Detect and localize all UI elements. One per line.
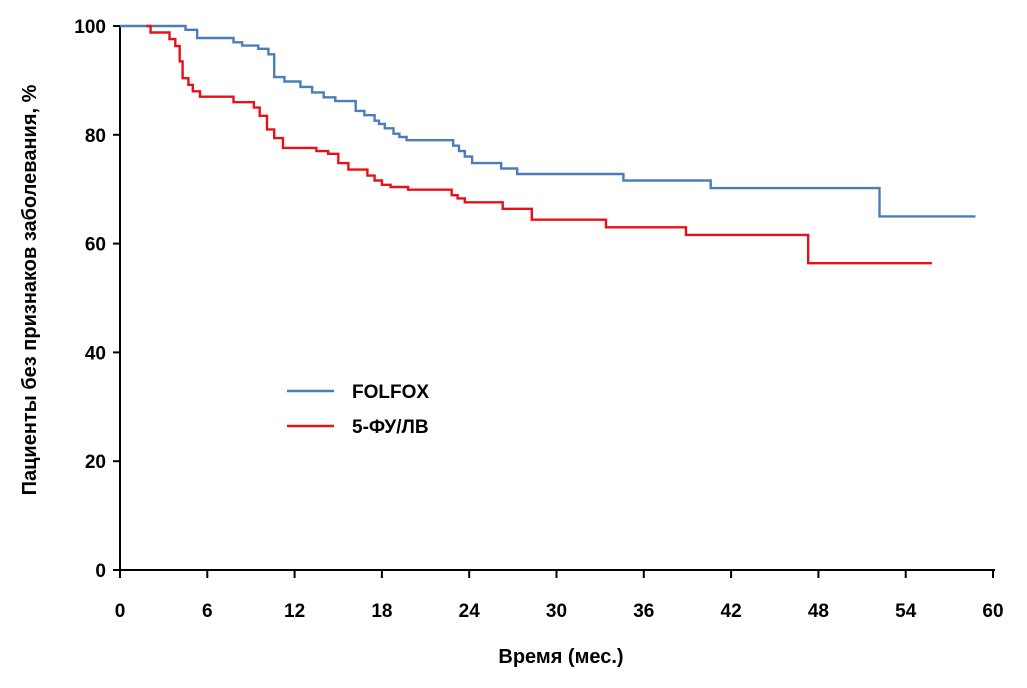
x-tick-label: 36 [633,601,654,622]
x-tick-label: 18 [371,601,392,622]
x-tick-label: 24 [459,601,481,622]
x-tick-label: 48 [808,601,829,622]
x-tick-label: 54 [895,601,917,622]
legend: FOLFOX 5-ФУ/ЛВ [287,382,429,438]
x-tick-label: 12 [284,601,305,622]
y-tick-label: 0 [95,561,106,582]
axes [119,26,995,571]
legend-label-folfox: FOLFOX [352,382,429,403]
x-tick-label: 60 [982,601,1003,622]
series-layer [120,24,976,265]
y-tick-label: 80 [85,126,106,147]
y-axis-title: Пациенты без признаков заболевания, % [19,84,41,495]
y-tick-label: 40 [85,343,106,364]
y-tick-label: 100 [74,17,106,38]
x-tick-label: 30 [546,601,567,622]
legend-label-5fu-lv: 5-ФУ/ЛВ [352,417,429,438]
x-tick-label: 0 [115,601,126,622]
ticks: 0 6 12 18 24 30 36 42 48 54 60 0 20 40 60 80 100 [74,17,1003,622]
y-tick-label: 20 [85,452,106,473]
series-line-5fu-lv [146,24,932,265]
x-tick-label: 6 [202,601,213,622]
x-axis-title: Время (мес.) [498,646,623,668]
x-tick-label: 42 [721,601,742,622]
y-tick-label: 60 [85,235,106,256]
series-line-folfox [120,24,976,218]
